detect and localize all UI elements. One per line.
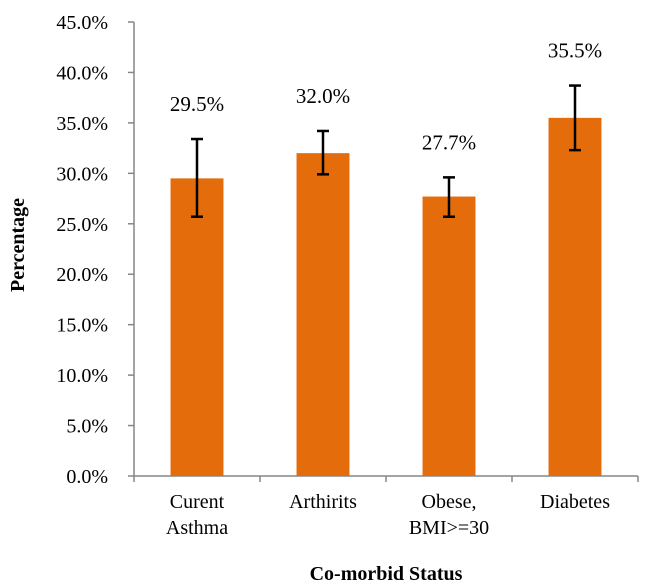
x-axis: Curent Asthma Arthirits Obese, BMI>=30 Diabet… [133, 475, 639, 539]
data-label: 27.7% [422, 130, 476, 154]
bar [170, 178, 224, 476]
x-tick-label: Arthirits [289, 491, 357, 513]
data-label: 29.5% [170, 92, 224, 116]
error-bar [443, 176, 455, 218]
y-tick-label: 15.0% [56, 315, 108, 337]
data-label: 35.5% [548, 39, 602, 63]
bar [296, 153, 350, 476]
x-tick-label-line: Obese, [422, 491, 477, 513]
x-tick-label-line: BMI>=30 [409, 517, 489, 539]
y-tick-label: 25.0% [56, 214, 108, 236]
bars: 29.5% 32.0% 27.7% 35.5% [170, 39, 602, 476]
x-tick-label-line: Diabetes [540, 491, 610, 513]
data-label: 32.0% [296, 84, 350, 108]
x-tick-label: Obese, BMI>=30 [409, 491, 489, 539]
x-tick-label: Diabetes [540, 491, 610, 513]
y-tick-label: 30.0% [56, 163, 108, 185]
y-tick-label: 40.0% [56, 62, 108, 84]
x-tick-label-line: Curent [170, 491, 225, 513]
x-axis-title: Co-morbid Status [310, 563, 463, 585]
y-tick-label: 0.0% [66, 466, 108, 488]
x-tick-label: Curent Asthma [166, 491, 228, 539]
error-bar [317, 129, 329, 176]
y-tick-label: 10.0% [56, 365, 108, 387]
y-tick-label: 5.0% [66, 416, 108, 438]
x-tick-label-line: Arthirits [289, 491, 357, 513]
x-tick-label-line: Asthma [166, 517, 228, 539]
y-axis: 0.0% 5.0% 10.0% 15.0% 20.0% 25.0% 30.0% 35.0% 40… [56, 12, 135, 488]
error-bar [191, 137, 203, 218]
bar [548, 117, 602, 476]
error-bar [569, 84, 581, 152]
y-tick-label: 45.0% [56, 12, 108, 34]
y-tick-label: 20.0% [56, 264, 108, 286]
y-tick-label: 35.0% [56, 113, 108, 135]
y-axis-title: Percentage [7, 198, 29, 292]
bar [422, 196, 476, 476]
